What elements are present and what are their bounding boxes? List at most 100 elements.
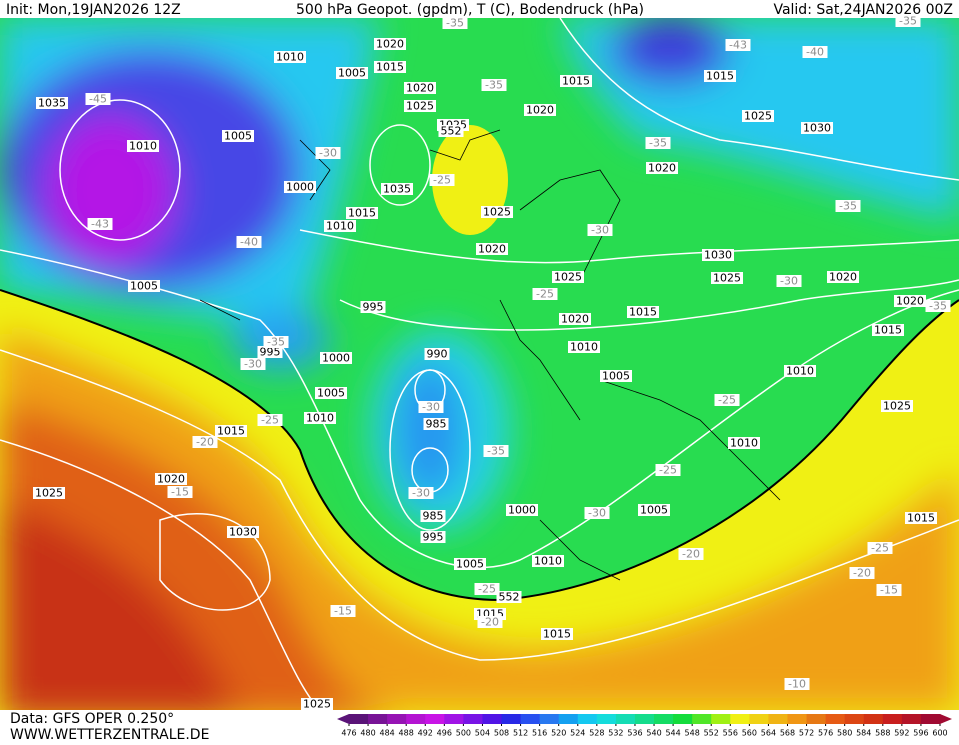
pressure-label-box [454, 558, 486, 570]
temperature-label: -35 [929, 300, 947, 313]
pressure-label-box [128, 280, 160, 292]
colorbar-tick-label: 560 [742, 729, 757, 738]
pressure-label-box [552, 271, 584, 283]
temperature-label: -30 [422, 401, 440, 414]
pressure-label: 1020 [157, 473, 185, 486]
pressure-label: 1025 [303, 698, 331, 711]
colorbar-tick-label: 588 [875, 729, 890, 738]
website: WWW.WETTERZENTRALE.DE [10, 727, 209, 741]
colorbar-bin [444, 714, 464, 724]
temperature-label: -25 [659, 464, 677, 477]
pressure-label: 1005 [317, 387, 345, 400]
colorbar-tick-label: 540 [646, 729, 661, 738]
colorbar-bin [749, 714, 769, 724]
pressure-label-box [568, 341, 600, 353]
temperature-label-box [418, 401, 444, 413]
colorbar-tick-label: 508 [494, 729, 509, 738]
temperature-label: -35 [267, 336, 285, 349]
temperature-label-box [925, 300, 951, 312]
pressure-label: 1020 [561, 313, 589, 326]
pressure-label-box [881, 400, 913, 412]
temperature-label: -35 [839, 200, 857, 213]
temperature-label-box [257, 414, 283, 426]
pressure-label: 995 [260, 346, 281, 359]
colorbar-tick-label: 600 [932, 729, 947, 738]
pressure-label-box [702, 249, 734, 261]
pressure-label-box [728, 437, 760, 449]
pressure-label-box [420, 510, 446, 522]
temperature-label: -20 [196, 436, 214, 449]
temperature-label: -40 [806, 46, 824, 59]
pressure-label: 1015 [562, 75, 590, 88]
colorbar-bin [463, 714, 483, 724]
colorbar-bin [844, 714, 865, 724]
pressure-label-box [784, 365, 816, 377]
pressure-label: 1025 [744, 110, 772, 123]
colorbar-tick-label: 476 [341, 729, 356, 738]
colorbar-bin [615, 714, 636, 724]
pressure-label-box [827, 271, 859, 283]
pressure-label: 1020 [406, 82, 434, 95]
colorbar-bin [882, 714, 903, 724]
colorbar-bin [520, 714, 541, 724]
colorbar-bin [501, 714, 522, 724]
pressure-label-box [374, 61, 406, 73]
pressure-label-box [360, 301, 386, 313]
temperature-label: -35 [649, 137, 667, 150]
temperature-label-box [587, 224, 613, 236]
colorbar-arrow-high [940, 714, 952, 724]
colorbar-bin [654, 714, 674, 724]
pressure-label-box [424, 348, 450, 360]
pressure-label: 1005 [602, 370, 630, 383]
pressure-label-box [374, 38, 406, 50]
temperature-label-box [584, 507, 610, 519]
pressure-label: 1005 [640, 504, 668, 517]
temperature-label-box [192, 436, 218, 448]
pressure-label: 1000 [322, 352, 350, 365]
pressure-label: 1025 [554, 271, 582, 284]
pressure-label-box [155, 473, 187, 485]
temperature-label-box [678, 548, 704, 560]
temperature-label: -25 [261, 414, 279, 427]
temperature-label-box [776, 275, 802, 287]
pressure-label: 1015 [874, 324, 902, 337]
colorbar-bin [768, 714, 788, 724]
temperature-label-box [330, 605, 356, 617]
temperature-label: -30 [319, 147, 337, 160]
pressure-label: 1000 [508, 504, 536, 517]
colorbar-tick-label: 480 [360, 729, 375, 738]
pressure-label: 1005 [338, 67, 366, 80]
colorbar-tick-label: 528 [589, 729, 604, 738]
contour-label: 552 [499, 591, 520, 604]
colorbar-bin [577, 714, 598, 724]
pressure-label: 1030 [803, 122, 831, 135]
pressure-label-box [346, 207, 378, 219]
temperature-label-box [477, 616, 503, 628]
pressure-label: 1015 [348, 207, 376, 220]
pressure-label: 1010 [306, 412, 334, 425]
pressure-label-box [600, 370, 632, 382]
temperature-label: -30 [780, 275, 798, 288]
pressure-label: 1010 [276, 51, 304, 64]
pressure-label-box [742, 110, 774, 122]
pressure-label-box [315, 387, 347, 399]
pressure-label: 1020 [478, 243, 506, 256]
colorbar-tick-label: 504 [475, 729, 490, 738]
temperature-label: -35 [899, 15, 917, 28]
colorbar-bin [596, 714, 617, 724]
colorbar-tick-label: 584 [856, 729, 871, 738]
temperature-label-box [408, 487, 434, 499]
colorbar-bin [425, 714, 445, 724]
pressure-label: 995 [363, 301, 384, 314]
temperature-label-box [263, 336, 289, 348]
pressure-label-box [381, 183, 413, 195]
pressure-label-box [801, 122, 833, 134]
colorbar-bin [920, 714, 941, 724]
temperature-label: -35 [487, 445, 505, 458]
pressure-label: 1010 [786, 365, 814, 378]
temperature-label-box [802, 46, 828, 58]
colorbar-tick-label: 548 [685, 729, 700, 738]
temperature-label-box [655, 464, 681, 476]
pressure-label-box [420, 531, 446, 543]
temperature-label-box [835, 200, 861, 212]
